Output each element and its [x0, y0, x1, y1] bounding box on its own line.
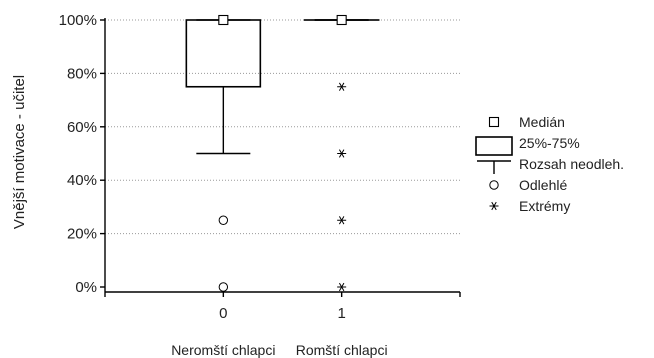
y-tick-labels: 0% 20% 40% 60% 80% 100% — [59, 12, 105, 296]
outlier-point — [218, 282, 229, 292]
box-iqr — [185, 19, 262, 88]
legend-box-marker — [475, 136, 513, 156]
legend-label: Odlehlé — [519, 177, 567, 193]
legend-outlier-marker — [489, 180, 499, 190]
extreme-stroke — [338, 216, 345, 225]
y-tick-label: 40% — [67, 172, 97, 189]
legend-label: Extrémy — [519, 198, 570, 214]
extreme-point — [337, 82, 347, 91]
legend-whisker-marker — [477, 160, 511, 174]
x-tick-label: 0 — [219, 305, 227, 322]
legend-median-marker — [488, 116, 500, 128]
box-plot-groups — [185, 14, 380, 292]
extreme-point — [337, 282, 347, 292]
legend-label: Rozsah neodleh. — [519, 156, 624, 172]
extreme-stroke — [338, 282, 345, 292]
legend-item-whisker: Rozsah neodleh. — [477, 156, 624, 174]
y-axis-label: Vnější motivace - učitel — [11, 75, 28, 229]
legend-label: Medián — [519, 114, 565, 130]
y-tick-label: 60% — [67, 119, 97, 136]
category-label: Neromští chlapci — [171, 342, 275, 358]
extreme-point — [489, 201, 499, 211]
legend-item-box: 25%-75% — [475, 135, 580, 156]
x-tick-label: 1 — [337, 305, 345, 322]
legend-item-extreme: Extrémy — [489, 198, 570, 214]
extreme-point — [337, 149, 347, 158]
legend: Medián 25%-75% Rozsah neodleh. Odlehlé Extré… — [475, 114, 624, 214]
box-group-1 — [303, 14, 380, 292]
median-marker — [218, 14, 229, 26]
extreme-stroke — [491, 201, 497, 211]
category-label: Romští chlapci — [296, 342, 388, 358]
y-tick-label: 100% — [59, 12, 97, 29]
extreme-point — [337, 216, 347, 225]
grid-lines — [105, 19, 460, 235]
y-tick-label: 20% — [67, 226, 97, 243]
legend-label: 25%-75% — [519, 135, 580, 151]
y-tick-label: 0% — [75, 279, 97, 296]
axes — [104, 18, 460, 293]
x-tick-labels: 0 Neromští chlapci 1 Romští chlapci — [104, 292, 461, 358]
legend-item-median: Medián — [488, 114, 565, 130]
y-tick-label: 80% — [67, 65, 97, 82]
extreme-stroke — [338, 82, 345, 91]
median-marker — [336, 14, 347, 26]
outlier-point — [218, 215, 229, 225]
legend-item-outlier: Odlehlé — [489, 177, 567, 193]
box-group-0 — [185, 14, 262, 292]
extreme-stroke — [338, 149, 345, 158]
